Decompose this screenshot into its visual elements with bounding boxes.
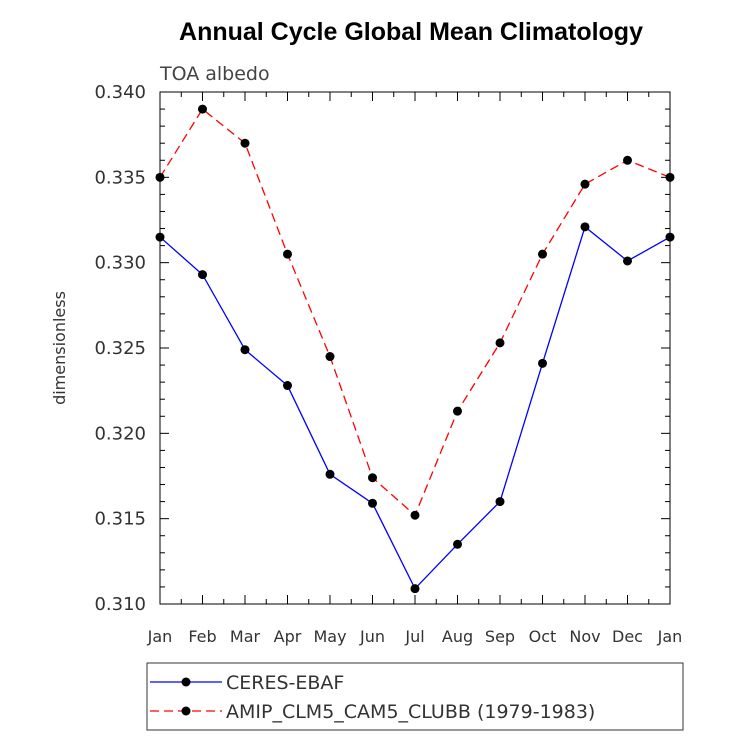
data-point-0 <box>580 222 590 232</box>
legend-box <box>146 662 684 731</box>
data-point-1 <box>283 249 292 259</box>
y-tick-label: 0.325 <box>94 338 146 359</box>
x-tick-label: Jan <box>147 627 173 646</box>
data-point-0 <box>538 358 547 368</box>
x-tick-label: Aug <box>442 627 473 646</box>
x-tick-label: Feb <box>188 627 216 646</box>
data-point-1 <box>198 104 207 114</box>
plot-frame <box>159 91 671 605</box>
series-line-0 <box>159 225 671 590</box>
data-point-1 <box>368 473 377 483</box>
series-line-1 <box>159 108 671 517</box>
data-point-1 <box>538 249 547 259</box>
legend-label-amip: AMIP_CLM5_CAM5_CLUBB (1979-1983) <box>226 701 595 723</box>
x-tick-label: Mar <box>230 627 261 646</box>
x-tick-label: Oct <box>529 627 557 646</box>
data-point-1 <box>495 338 505 348</box>
x-tick-label: Sep <box>485 627 515 646</box>
x-tick-label: Nov <box>569 627 600 646</box>
x-tick-label: Apr <box>274 627 302 646</box>
data-point-1 <box>410 510 420 520</box>
data-point-0 <box>665 232 675 242</box>
y-tick-label: 0.340 <box>94 82 146 103</box>
data-point-1 <box>665 172 675 182</box>
legend-label-ceres: CERES-EBAF <box>226 672 344 694</box>
data-point-0 <box>495 497 505 507</box>
y-tick-label: 0.310 <box>94 594 146 615</box>
data-point-1 <box>623 155 632 165</box>
data-point-0 <box>240 345 250 355</box>
data-point-1 <box>155 172 165 182</box>
data-point-0 <box>368 498 377 508</box>
x-tick-label: Dec <box>612 627 643 646</box>
x-tick-label: May <box>313 627 346 646</box>
chart-title: Annual Cycle Global Mean Climatology <box>179 18 643 46</box>
data-point-0 <box>623 256 632 266</box>
data-point-1 <box>580 179 590 189</box>
data-point-0 <box>155 232 165 242</box>
data-point-1 <box>240 138 250 148</box>
data-point-0 <box>283 381 292 391</box>
y-axis-label: dimensionless <box>50 291 69 405</box>
y-tick-label: 0.330 <box>94 253 146 274</box>
data-point-0 <box>410 584 420 594</box>
chart-subtitle: TOA albedo <box>159 63 270 85</box>
x-tick-label: Jul <box>404 627 424 646</box>
x-tick-label: Jan <box>657 627 683 646</box>
legend: CERES-EBAF AMIP_CLM5_CAM5_CLUBB (1979-19… <box>146 662 684 731</box>
y-tick-label: 0.315 <box>94 509 146 530</box>
data-point-1 <box>453 406 462 416</box>
x-tick-label: Jun <box>359 627 385 646</box>
legend-marker-ceres <box>181 677 191 687</box>
data-point-0 <box>325 469 335 479</box>
y-tick-label: 0.335 <box>94 167 146 188</box>
legend-marker-amip <box>181 706 191 716</box>
data-point-0 <box>198 270 207 280</box>
y-tick-label: 0.320 <box>94 423 146 444</box>
data-point-0 <box>453 539 462 549</box>
data-point-1 <box>325 352 335 362</box>
